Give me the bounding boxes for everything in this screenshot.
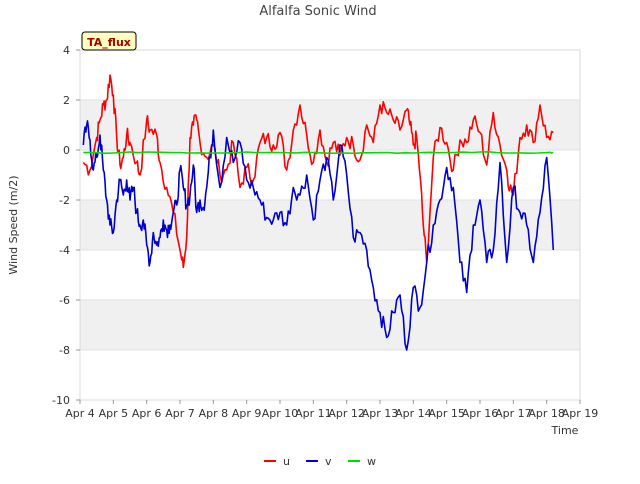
x-tick-label: Apr 14 [395, 407, 432, 420]
x-tick-label: Apr 13 [362, 407, 399, 420]
annotation-badge: TA_flux [81, 31, 137, 51]
y-ticks: -10 -8 -6 -4 -2 0 2 4 [52, 44, 80, 407]
y-tick-label: -8 [59, 344, 70, 357]
annotation-label: TA_flux [87, 36, 131, 49]
grid-bands [80, 99, 580, 401]
series-line-w [83, 151, 554, 155]
y-tick-label: 4 [63, 44, 70, 57]
legend-label-u: u [283, 455, 290, 468]
plot-frame [79, 49, 581, 401]
y-tick-label: -2 [59, 194, 70, 207]
series-line-v [82, 120, 555, 351]
x-tick-label: Apr 18 [528, 407, 565, 420]
x-tick-label: Apr 8 [199, 407, 229, 420]
x-ticks: Apr 4 Apr 5 Apr 6 Apr 7 Apr 8 Apr 9 Apr 10Apr … [65, 400, 598, 420]
grid-band [80, 100, 580, 150]
legend-label-w: w [367, 455, 376, 468]
y-tick-label: -6 [59, 294, 70, 307]
x-axis-label: Time [551, 424, 579, 437]
legend: u v w [264, 455, 376, 468]
x-tick-label: Apr 7 [165, 407, 195, 420]
x-tick-label: Apr 9 [232, 407, 262, 420]
grid-band [80, 300, 580, 350]
x-tick-label: Apr 4 [65, 407, 95, 420]
x-tick-label: Apr 11 [295, 407, 332, 420]
legend-label-v: v [325, 455, 332, 468]
y-tick-label: 2 [63, 94, 70, 107]
annotation-box [81, 31, 137, 51]
y-axis-label: Wind Speed (m/2) [7, 175, 20, 274]
x-tick-label: Apr 19 [562, 407, 599, 420]
x-tick-label: Apr 17 [495, 407, 532, 420]
series-layer [82, 74, 555, 351]
x-tick-label: Apr 10 [262, 407, 299, 420]
y-tick-label: -4 [59, 244, 70, 257]
x-tick-label: Apr 15 [428, 407, 465, 420]
x-tick-label: Apr 6 [132, 407, 162, 420]
x-tick-label: Apr 12 [328, 407, 365, 420]
series-line-u [82, 74, 554, 269]
x-tick-label: Apr 5 [99, 407, 129, 420]
chart-title: Alfalfa Sonic Wind [259, 4, 376, 19]
x-tick-label: Apr 16 [462, 407, 499, 420]
y-tick-label: 0 [63, 144, 70, 157]
plot-border [79, 49, 581, 401]
y-tick-label: -10 [52, 394, 70, 407]
